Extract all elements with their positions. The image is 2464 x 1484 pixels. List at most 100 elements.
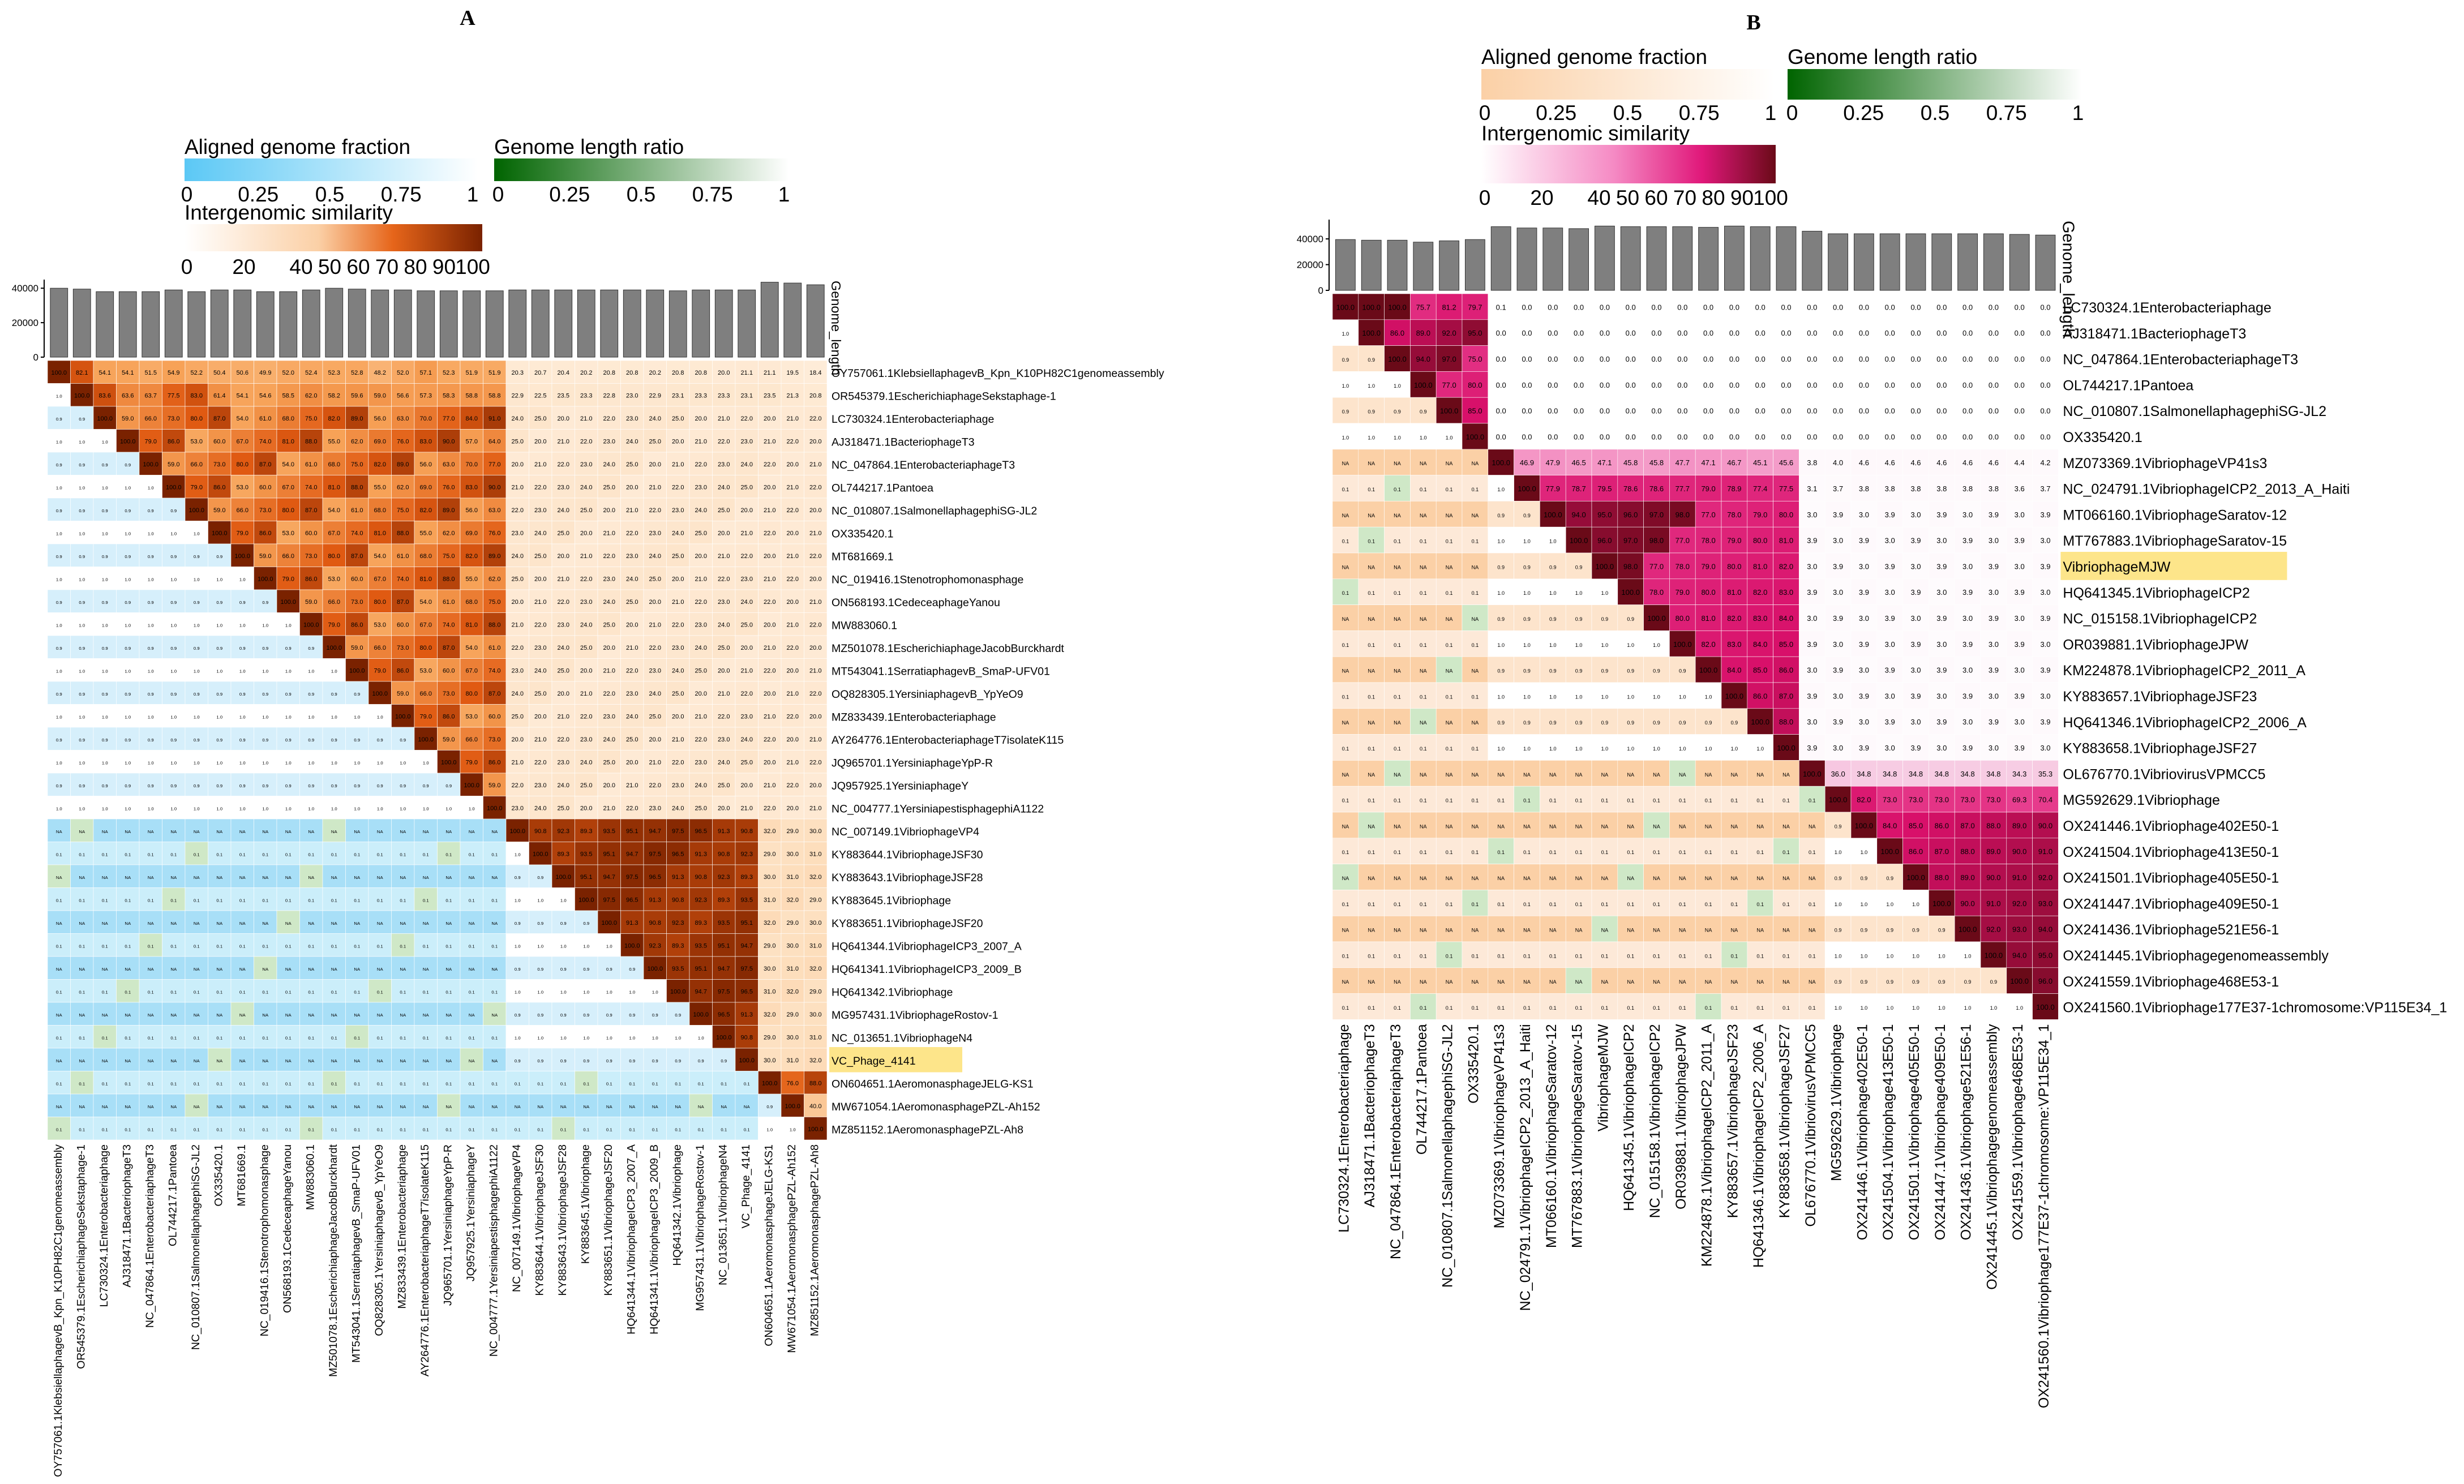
b-cell-label: 0.0 [1885, 381, 1895, 389]
a-cell-label: 23.0 [649, 530, 661, 537]
a-cell-label: 61.0 [397, 553, 409, 560]
b-cell-label: 0.0 [1522, 432, 1532, 441]
a-cell-label: 21.0 [809, 599, 821, 606]
a-cell-label: 84.0 [466, 415, 478, 422]
a-cell [483, 635, 507, 659]
b-cell-label: NA [1342, 876, 1350, 881]
a-cell-label: 24.0 [649, 415, 661, 422]
a-cell-label: 0.1 [377, 944, 383, 949]
a-cell [551, 521, 575, 544]
b-cell-label: 97.0 [1442, 355, 1456, 363]
b-cell-label: 83.0 [1779, 588, 1793, 597]
b-length-bar [1879, 233, 1900, 291]
a-cell-label: NA [239, 829, 246, 834]
a-cell-label: 32.0 [764, 1011, 775, 1018]
a-cell-label: 80.0 [374, 599, 386, 606]
a-cell [299, 818, 323, 842]
a-cell-label: 0.1 [721, 1127, 727, 1133]
a-cell [208, 773, 232, 796]
b-cell-label: 0.0 [1626, 432, 1636, 441]
b-cell-label: NA [1523, 824, 1531, 829]
a-cell [116, 796, 140, 820]
b-cell-label: 0.0 [1574, 329, 1584, 337]
b-cell-label: 3.0 [1910, 511, 1921, 519]
a-cell-label: 73.0 [213, 461, 225, 468]
a-cell [666, 589, 690, 613]
a-cell [505, 521, 529, 544]
a-cell-label: 1.0 [148, 531, 154, 537]
a-cell [689, 589, 713, 613]
b-cell-label: 0.1 [1368, 850, 1375, 855]
a-cell-label: 1.0 [148, 669, 154, 674]
b-cell-label: 0.0 [1885, 303, 1895, 311]
a-cell-label: 20.0 [512, 599, 524, 606]
a-cell-label: 21.0 [603, 668, 615, 675]
b-col-label: AJ318471.1BacteriophageT3 [1362, 1024, 1378, 1207]
b-cell-label: 0.9 [1575, 616, 1583, 622]
a-cell [575, 818, 598, 842]
b-cell-label: 0.0 [1600, 329, 1610, 337]
a-cell-label: 19.5 [787, 370, 799, 376]
b-cell-label: 0.0 [1651, 303, 1661, 311]
a-cell-label: 25.0 [603, 484, 615, 491]
a-cell-label: 89.3 [695, 920, 707, 927]
a-cell-label: 25.0 [741, 760, 753, 766]
b-row-label: OR039881.1VibriophageJPW [2063, 637, 2248, 653]
b-cell-label: 3.7 [1833, 484, 1843, 493]
b-bar-y-tick-label: 0 [1318, 285, 1323, 296]
b-cell-label: 100.0 [1673, 640, 1692, 649]
a-cell-label: 0.9 [102, 462, 108, 467]
a-cell [254, 818, 277, 842]
a-cell [666, 543, 690, 567]
a-cell-label: 81.0 [466, 622, 478, 629]
a-cell [230, 475, 254, 499]
b-cell-label: 1.0 [1990, 1005, 1998, 1011]
b-cell-label: NA [1809, 876, 1816, 881]
a-cell [460, 360, 483, 384]
a-cell-label: 0.1 [744, 1127, 750, 1133]
a-cell [414, 567, 438, 590]
b-cell-label: 79.5 [1597, 484, 1612, 493]
a-cell-label: 94.7 [718, 966, 730, 972]
b-col-label: VibriophageMJW [1595, 1024, 1611, 1131]
a-cell [551, 567, 575, 590]
a-cell-label: 0.9 [423, 783, 429, 788]
b-cell-label: 3.9 [1910, 744, 1921, 752]
a-cell-label: 93.5 [741, 897, 753, 904]
a-cell [620, 612, 644, 636]
b-cell-label: 0.0 [1574, 303, 1584, 311]
a-cell-label: 95.1 [603, 851, 615, 858]
a-cell [322, 796, 346, 820]
a-cell-label: 68.0 [282, 415, 294, 422]
a-cell-label: NA [239, 967, 246, 972]
a-cell [322, 635, 346, 659]
a-cell [529, 681, 552, 705]
b-cell-label: 1.0 [1601, 746, 1609, 752]
a-cell-label: 0.1 [583, 1127, 589, 1133]
b-cell-label: 77.0 [1701, 511, 1715, 519]
b-cell-label: 3.0 [1885, 692, 1895, 700]
a-cell [735, 360, 759, 384]
a-cell-label: 22.0 [787, 782, 799, 789]
a-cell [460, 452, 483, 475]
a-cell [322, 658, 346, 682]
a-cell-label: 56.0 [374, 415, 386, 422]
a-cell-label: 100.0 [601, 920, 617, 927]
a-length-bar [760, 282, 779, 358]
b-similarity-legend-tick: 0 [1479, 186, 1491, 209]
a-cell-label: 0.1 [125, 944, 131, 949]
a-row-label: HQ641344.1VibriophageICP3_2007_A [832, 941, 1022, 953]
a-cell [185, 497, 208, 521]
a-cell-label: 0.9 [56, 417, 62, 422]
a-length-bar [393, 289, 412, 358]
b-cell-label: 3.0 [1859, 666, 1869, 675]
a-cell-label: 74.0 [443, 622, 455, 629]
a-cell-label: 22.0 [603, 415, 615, 422]
a-cell-label: 0.1 [354, 852, 360, 857]
a-aligned-legend-tick: 0 [181, 183, 193, 206]
a-cell [758, 842, 782, 865]
a-cell-label: 88.0 [305, 439, 317, 445]
a-cell-label: 100.0 [280, 599, 296, 606]
a-length-legend-title: Genome length ratio [494, 135, 684, 158]
a-cell [276, 406, 300, 430]
